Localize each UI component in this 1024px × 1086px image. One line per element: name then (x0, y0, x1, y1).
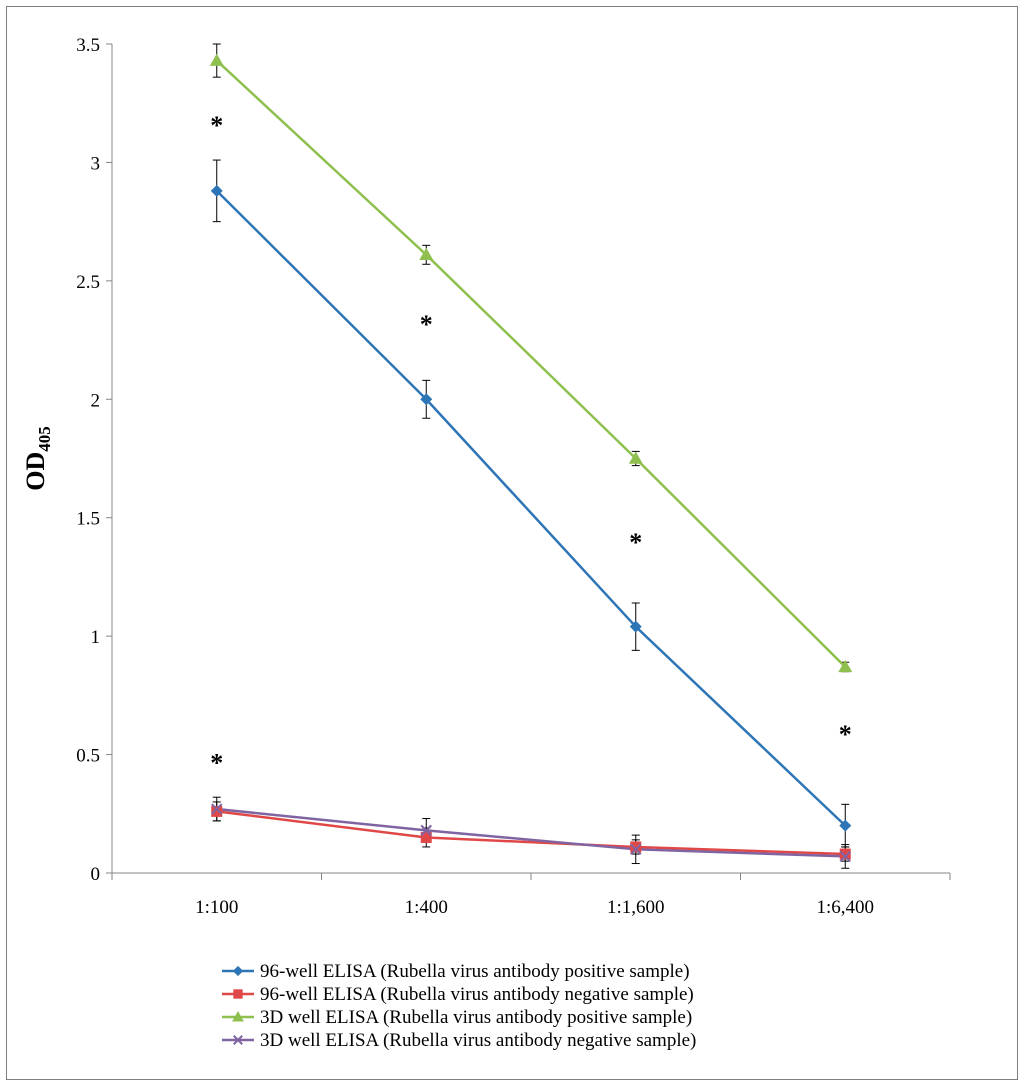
significance-asterisk: * (420, 310, 433, 339)
significance-asterisk: * (210, 111, 223, 140)
data-point-series-2 (420, 831, 432, 843)
data-point-series-4 (420, 824, 432, 837)
y-tick-label: 1.5 (76, 509, 100, 530)
x-tick-label: 1:100 (195, 897, 238, 918)
y-axis-label-main: OD (21, 452, 50, 491)
data-point-series-1 (839, 819, 852, 832)
axes: 0 0.5 1 1.5 2 2.5 3 3.5 1:100 1:400 1:1,600 1:6,400… (21, 35, 951, 918)
series-lines (215, 59, 847, 858)
significance-asterisk: * (210, 748, 223, 777)
data-point-series-2 (211, 805, 223, 817)
significance-asterisk: * (839, 720, 852, 749)
significance-annotations: * * * * * (210, 111, 852, 777)
series-line-4 (216, 807, 846, 858)
legend-marker (232, 1011, 244, 1022)
legend-label: 96-well ELISA (Rubella virus antibody ne… (260, 984, 694, 1005)
y-tick-label: 1 (91, 627, 101, 648)
legend-marker-stroke-b (233, 1035, 243, 1045)
series-line-2 (216, 810, 846, 856)
data-point-series-4 (839, 850, 851, 863)
series-line-1 (215, 189, 847, 827)
data-point-series-1 (629, 620, 642, 633)
y-tick-label: 2.5 (76, 272, 100, 293)
data-point-series-1 (420, 393, 433, 406)
data-point-series-4-stroke-b (420, 824, 432, 837)
y-tick-label: 0 (91, 864, 101, 885)
data-point-series-3 (419, 247, 434, 261)
y-axis-label: OD405 (21, 426, 54, 491)
data-point-series-2 (839, 848, 851, 860)
x-tick-label: 1:1,600 (607, 897, 665, 918)
data-point-series-4-stroke-b (630, 843, 642, 856)
legend: 96-well ELISA (Rubella virus antibody po… (222, 961, 696, 1051)
data-point-series-2 (630, 841, 642, 853)
data-point-series-3 (628, 451, 643, 464)
legend-item-4: 3D well ELISA (Rubella virus antibody ne… (222, 1030, 696, 1051)
y-axis-label-subscript: 405 (35, 426, 54, 452)
legend-item-1: 96-well ELISA (Rubella virus antibody po… (222, 961, 690, 982)
data-point-series-3 (209, 53, 224, 66)
data-point-series-4-stroke-b (839, 850, 851, 863)
y-tick-label: 3.5 (76, 35, 100, 56)
x-tick-label: 1:6,400 (816, 897, 874, 918)
data-point-series-4-stroke-b (211, 803, 223, 815)
y-tick-label: 2 (91, 390, 101, 411)
legend-item-2: 96-well ELISA (Rubella virus antibody ne… (222, 984, 694, 1005)
data-point-series-1 (210, 184, 223, 197)
legend-item-3: 3D well ELISA (Rubella virus antibody po… (222, 1007, 692, 1028)
data-point-series-4 (630, 843, 642, 856)
legend-marker (233, 1035, 243, 1045)
legend-label: 96-well ELISA (Rubella virus antibody po… (260, 961, 690, 982)
legend-marker (232, 965, 244, 977)
series-line-3 (215, 59, 847, 668)
chart-frame (6, 6, 1018, 1080)
legend-label: 3D well ELISA (Rubella virus antibody po… (260, 1007, 692, 1028)
y-tick-label: 0.5 (76, 746, 100, 767)
series-markers (209, 53, 853, 863)
legend-marker (233, 989, 243, 999)
legend-label: 3D well ELISA (Rubella virus antibody ne… (260, 1030, 696, 1051)
data-point-series-4 (211, 803, 223, 815)
data-point-series-3 (838, 659, 853, 673)
x-tick-label: 1:400 (405, 897, 448, 918)
significance-asterisk: * (629, 528, 642, 557)
y-tick-label: 3 (91, 153, 101, 174)
error-bars (212, 43, 850, 869)
